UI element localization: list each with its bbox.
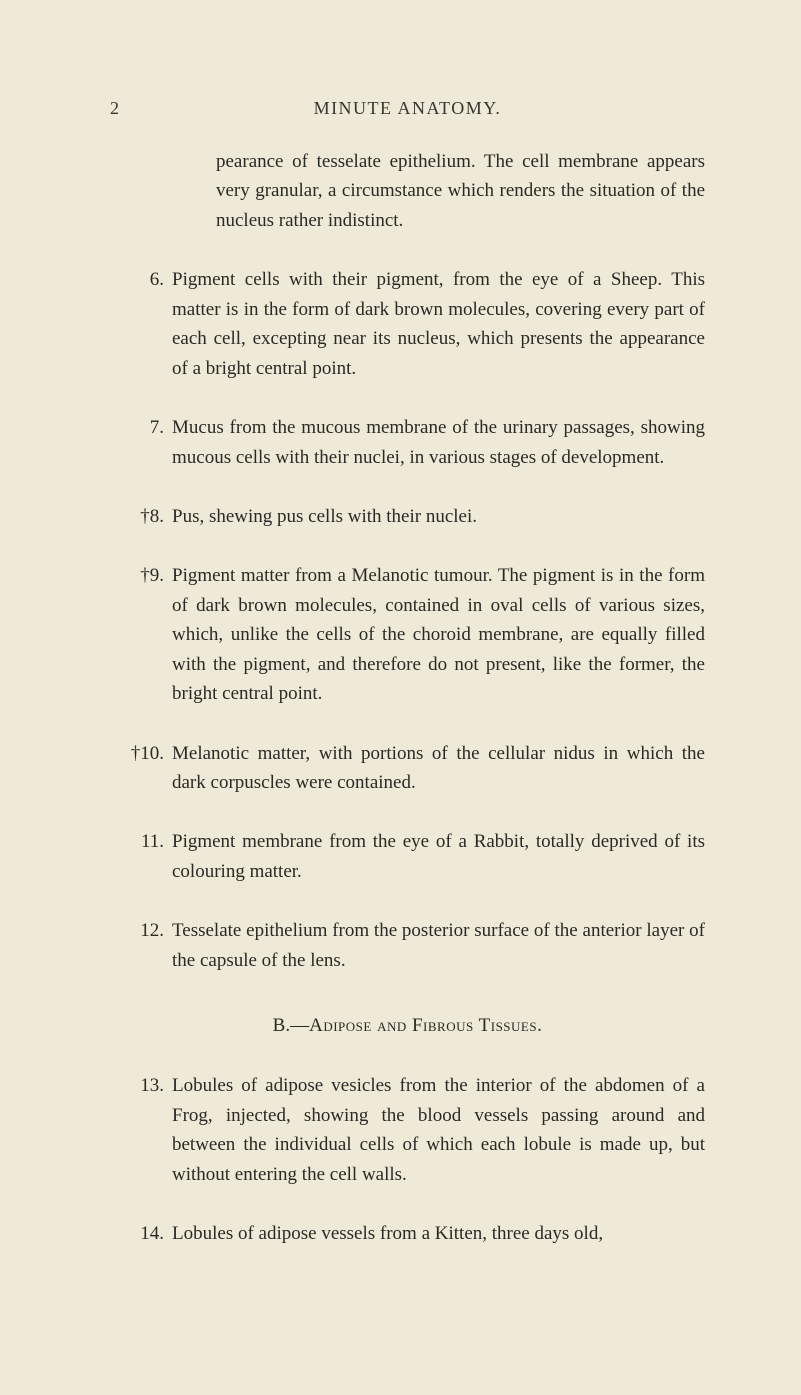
document-page: 2 MINUTE ANATOMY. pearance of tesselate … <box>0 0 801 1395</box>
list-item: †8. Pus, shewing pus cells with their nu… <box>110 502 705 531</box>
list-item: †9. Pigment matter from a Melanotic tumo… <box>110 561 705 708</box>
page-header: 2 MINUTE ANATOMY. <box>110 98 705 119</box>
item-text: Mucus from the mucous membrane of the ur… <box>172 413 705 472</box>
item-text: Pus, shewing pus cells with their nuclei… <box>172 502 705 531</box>
list-item: 6. Pigment cells with their pigment, fro… <box>110 265 705 383</box>
item-number: 12. <box>110 916 172 975</box>
item-number: 6. <box>110 265 172 383</box>
item-text: Pigment membrane from the eye of a Rabbi… <box>172 827 705 886</box>
list-item: 11. Pigment membrane from the eye of a R… <box>110 827 705 886</box>
item-text: Lobules of adipose vessels from a Kitten… <box>172 1219 705 1248</box>
item-text: Pigment cells with their pigment, from t… <box>172 265 705 383</box>
item-number: †9. <box>110 561 172 708</box>
item-number: 13. <box>110 1071 172 1189</box>
item-text: Melanotic matter, with portions of the c… <box>172 739 705 798</box>
list-item: 14. Lobules of adipose vessels from a Ki… <box>110 1219 705 1248</box>
list-item: †10. Melanotic matter, with portions of … <box>110 739 705 798</box>
section-heading: B.—Adipose and Fibrous Tissues. <box>110 1015 705 1037</box>
list-item: 13. Lobules of adipose vesicles from the… <box>110 1071 705 1189</box>
item-text: Pigment matter from a Melanotic tumour. … <box>172 561 705 708</box>
section-title: Adipose and Fibrous Tissues. <box>309 1015 542 1036</box>
item-text: Tesselate epithelium from the posterior … <box>172 916 705 975</box>
list-item: 7. Mucus from the mucous membrane of the… <box>110 413 705 472</box>
item-number: 14. <box>110 1219 172 1248</box>
item-text: Lobules of adipose vesicles from the int… <box>172 1071 705 1189</box>
list-item: 12. Tesselate epithelium from the poster… <box>110 916 705 975</box>
item-number: 11. <box>110 827 172 886</box>
continuation-paragraph: pearance of tesselate epithelium. The ce… <box>216 147 705 235</box>
item-number: 7. <box>110 413 172 472</box>
section-prefix: B.— <box>273 1015 309 1036</box>
item-number: †8. <box>110 502 172 531</box>
running-head: MINUTE ANATOMY. <box>110 98 705 119</box>
item-number: †10. <box>110 739 172 798</box>
